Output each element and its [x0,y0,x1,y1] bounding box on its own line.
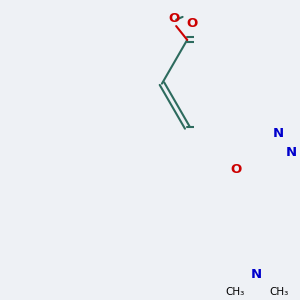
Text: CH₃: CH₃ [269,287,288,297]
Text: O: O [169,12,180,25]
Text: N: N [251,268,262,281]
Text: O: O [231,163,242,176]
Text: CH₃: CH₃ [225,287,244,297]
Text: O: O [187,17,198,30]
Text: N: N [286,146,297,159]
Text: N: N [273,127,284,140]
